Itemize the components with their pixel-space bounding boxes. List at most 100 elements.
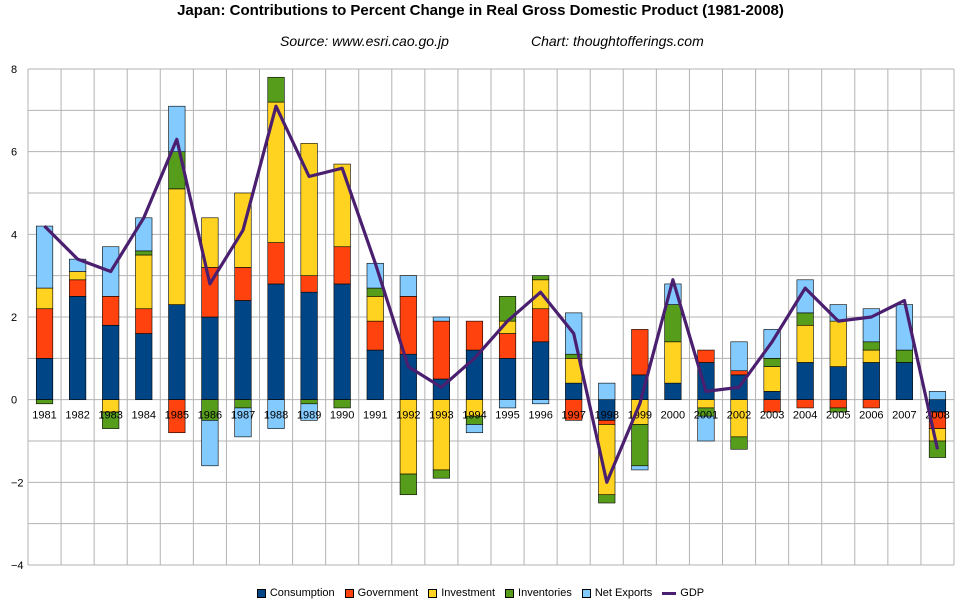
bar-government-1994	[465, 320, 484, 351]
bar-inventories-1998	[598, 494, 616, 504]
bar-investment-1990	[333, 163, 351, 248]
x-tick-label: 2003	[760, 410, 784, 422]
bar-inventories-1990	[333, 399, 351, 409]
legend-swatch	[505, 588, 515, 598]
chart-subtitle: Source: www.esri.cao.go.jp Chart: though…	[0, 33, 961, 51]
bar-consumption-1996	[532, 341, 550, 400]
gridlines	[27, 68, 955, 566]
bar-government-1984	[135, 308, 153, 334]
bar-consumption-1987	[234, 300, 252, 400]
bar-government-1987	[234, 267, 252, 301]
bar-government-1989	[300, 275, 318, 293]
y-tick-label: 6	[11, 147, 17, 159]
bar-consumption-2004	[796, 362, 814, 400]
x-tick-label: 1991	[363, 410, 387, 422]
bar-government-1997	[565, 399, 583, 421]
x-tick-label: 1986	[198, 410, 222, 422]
gdp-line	[43, 104, 940, 484]
bar-consumption-1997	[565, 382, 583, 400]
gdp-line-series	[43, 104, 940, 484]
x-tick-label: 1981	[32, 410, 56, 422]
x-tick-label: 1993	[429, 410, 453, 422]
y-tick-label: 0	[11, 395, 17, 407]
bar-investment-1985	[168, 188, 186, 305]
bar-inventories-1987	[234, 399, 252, 409]
bar-investment-2000	[664, 341, 682, 384]
x-tick-label: 1983	[98, 410, 122, 422]
bar-investment-2006	[862, 349, 880, 363]
source-credit: Source: www.esri.cao.go.jp	[280, 33, 449, 49]
y-tick-label: −2	[11, 477, 24, 489]
legend-swatch	[428, 588, 438, 598]
bar-inventories-1993	[432, 469, 450, 479]
x-tick-label: 1987	[231, 410, 255, 422]
bar-investment-1991	[366, 296, 384, 322]
bar-government-2001	[697, 349, 715, 363]
bar-consumption-1992	[399, 353, 417, 400]
bar-consumption-1984	[135, 333, 153, 400]
bar-government-1985	[168, 399, 186, 434]
bar-inventories-2005	[829, 407, 847, 413]
bar-consumption-2000	[664, 382, 682, 400]
bar-government-1999	[631, 329, 649, 376]
bar-consumption-2003	[763, 391, 781, 400]
bar-inventories-1983	[102, 411, 120, 429]
bar-net-exports-1999	[631, 465, 649, 471]
bar-net-exports-1985	[168, 105, 186, 152]
bar-inventories-2006	[862, 341, 880, 351]
x-tick-label: 1984	[132, 410, 156, 422]
bar-inventories-1992	[399, 473, 417, 496]
bar-government-1983	[102, 296, 120, 326]
bar-inventories-1999	[631, 424, 649, 467]
bar-net-exports-2005	[829, 304, 847, 322]
bar-inventories-2007	[895, 349, 913, 363]
legend-item-inventories: Inventories	[505, 587, 572, 599]
bar-consumption-1990	[333, 283, 351, 400]
bar-consumption-1983	[102, 324, 120, 400]
bar-net-exports-1995	[498, 399, 517, 409]
bar-net-exports-1981	[35, 225, 54, 289]
bar-net-exports-2002	[730, 341, 748, 372]
bar-consumption-2006	[862, 362, 880, 400]
bar-inventories-2004	[796, 312, 814, 326]
bar-net-exports-1989	[300, 403, 318, 421]
x-tick-label: 2005	[826, 410, 850, 422]
x-tick-label: 1994	[462, 410, 486, 422]
bar-government-2003	[763, 399, 781, 413]
x-tick-label: 1982	[65, 410, 89, 422]
bar-net-exports-1984	[135, 217, 153, 252]
legend-label: Net Exports	[594, 587, 653, 599]
bar-inventories-1996	[532, 275, 550, 281]
bar-consumption-1991	[366, 349, 384, 400]
x-tick-label: 1992	[396, 410, 420, 422]
legend-item-gdp: GDP	[662, 587, 704, 599]
legend-swatch	[256, 588, 266, 598]
bar-net-exports-1992	[399, 275, 417, 297]
bar-inventories-2000	[664, 304, 682, 343]
chart-title: Japan: Contributions to Percent Change i…	[177, 2, 784, 19]
x-tick-label: 2002	[727, 410, 751, 422]
y-tick-label: 8	[11, 64, 17, 76]
bar-government-1982	[69, 279, 87, 297]
bar-net-exports-2008	[928, 391, 947, 400]
bar-investment-2004	[796, 324, 814, 363]
y-axis-ticks: 8 6 4 2 0 −2 −4	[11, 64, 24, 572]
y-tick-label: 4	[11, 229, 17, 241]
legend-item-net-exports: Net Exports	[581, 587, 653, 599]
bar-investment-2001	[697, 399, 715, 409]
bar-government-1996	[532, 308, 550, 343]
x-tick-label: 1989	[297, 410, 321, 422]
bar-inventories-2003	[763, 358, 781, 367]
legend: Consumption Government Investment Inventori…	[0, 587, 961, 599]
bar-government-2006	[862, 399, 880, 409]
bar-government-2002	[730, 370, 748, 376]
bar-government-1988	[267, 242, 285, 285]
bar-net-exports-1994	[465, 424, 484, 434]
x-tick-label: 2000	[661, 410, 685, 422]
x-tick-label: 1996	[528, 410, 552, 422]
bar-investment-2005	[829, 320, 847, 367]
bar-consumption-2007	[895, 362, 913, 400]
x-axis-labels: 1981 1982 1983 1984 1985 1986 1987 1988 1989 1990…	[32, 410, 949, 422]
bar-inventories-1981	[35, 399, 54, 405]
